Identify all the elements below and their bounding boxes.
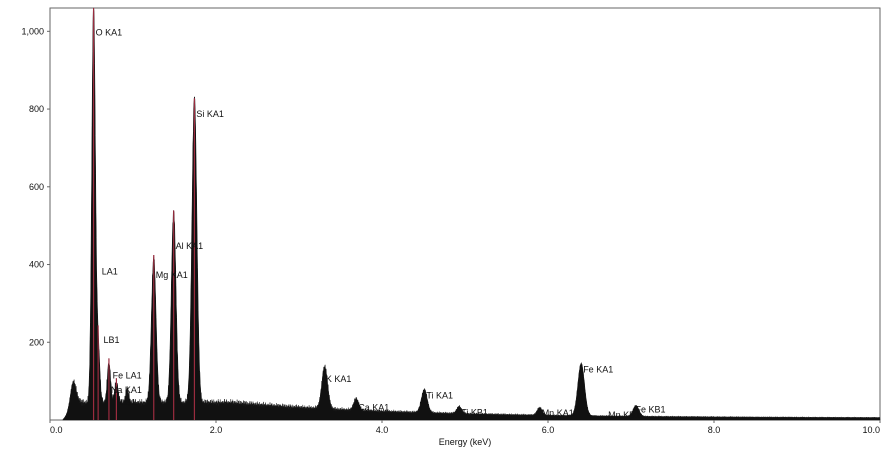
x-tick-label: 10.0: [862, 425, 880, 435]
peak-label-6: Fe LA1: [113, 371, 142, 381]
peak-label-1: Si KA1: [196, 109, 224, 119]
peak-label-12: Ti KB1: [461, 407, 488, 417]
peak-label-3: Mg KA1: [156, 270, 188, 280]
peak-label-10: Ca KA1: [358, 402, 389, 412]
x-tick-label: 6.0: [542, 425, 555, 435]
peak-label-14: Fe KA1: [583, 364, 613, 374]
peak-label-11: Ti KA1: [426, 391, 453, 401]
peak-label-9: K KA1: [326, 374, 352, 384]
peak-label-2: Al KA1: [176, 241, 204, 251]
peak-label-15: Fe KB1: [635, 404, 665, 414]
y-tick-label: 1,000: [21, 26, 44, 36]
x-axis-label: Energy (keV): [439, 437, 492, 447]
peak-labels: O KA1 Si KA1 Al KA1 Mg KA1 LA1 LB1 Fe LA1 Na KA…: [96, 27, 666, 420]
x-tick-label: 0.0: [50, 425, 63, 435]
x-tick-label: 2.0: [210, 425, 223, 435]
peak-label-16: Mn KB1: [608, 410, 640, 420]
y-tick-label: 800: [29, 104, 44, 114]
peak-marker-lines: [92, 8, 196, 420]
y-axis-ticks: 200 400 600 800 1,000: [21, 26, 50, 347]
peak-label-0: O KA1: [96, 27, 123, 37]
peak-label-7: Na KA1: [111, 385, 142, 395]
peak-label-8: LB1: [120, 397, 136, 407]
peak-label-5: LB1: [103, 335, 119, 345]
spectrum-area: [61, 7, 881, 421]
x-axis-ticks: 0.0 2.0 4.0 6.0 8.0 10.0: [49, 420, 881, 435]
peak-label-4: LA1: [102, 266, 118, 276]
y-tick-label: 400: [29, 260, 44, 270]
x-tick-label: 4.0: [376, 425, 389, 435]
y-tick-label: 600: [29, 182, 44, 192]
y-tick-label: 200: [29, 337, 44, 347]
peak-label-13: Mn KA1: [542, 408, 574, 418]
x-tick-label: 8.0: [708, 425, 721, 435]
